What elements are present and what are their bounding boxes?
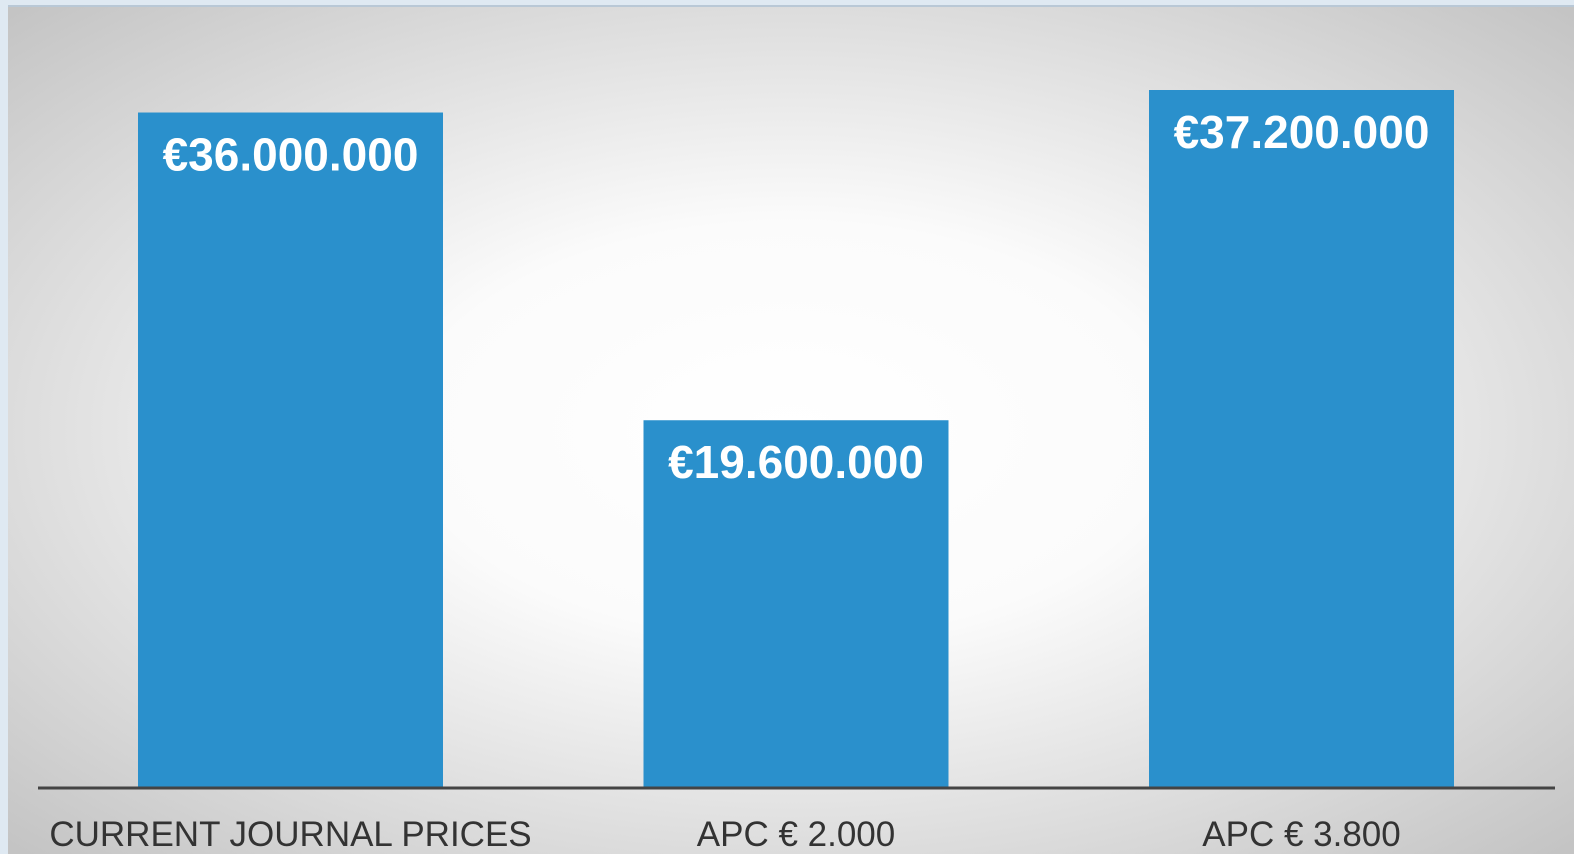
x-tick-label: CURRENT JOURNAL PRICES <box>49 815 531 854</box>
bars: €36.000.000 CURRENT JOURNAL PRICES €19.600… <box>49 90 1454 854</box>
bar <box>1149 90 1454 788</box>
data-label: €37.200.000 <box>1174 106 1430 158</box>
data-label: €36.000.000 <box>163 129 419 181</box>
bar <box>138 112 443 789</box>
x-tick-label: APC € 2.000 <box>697 815 895 854</box>
bar <box>643 420 949 788</box>
x-tick-label: APC € 3.800 <box>1202 815 1400 854</box>
data-label: €19.600.000 <box>668 436 924 488</box>
